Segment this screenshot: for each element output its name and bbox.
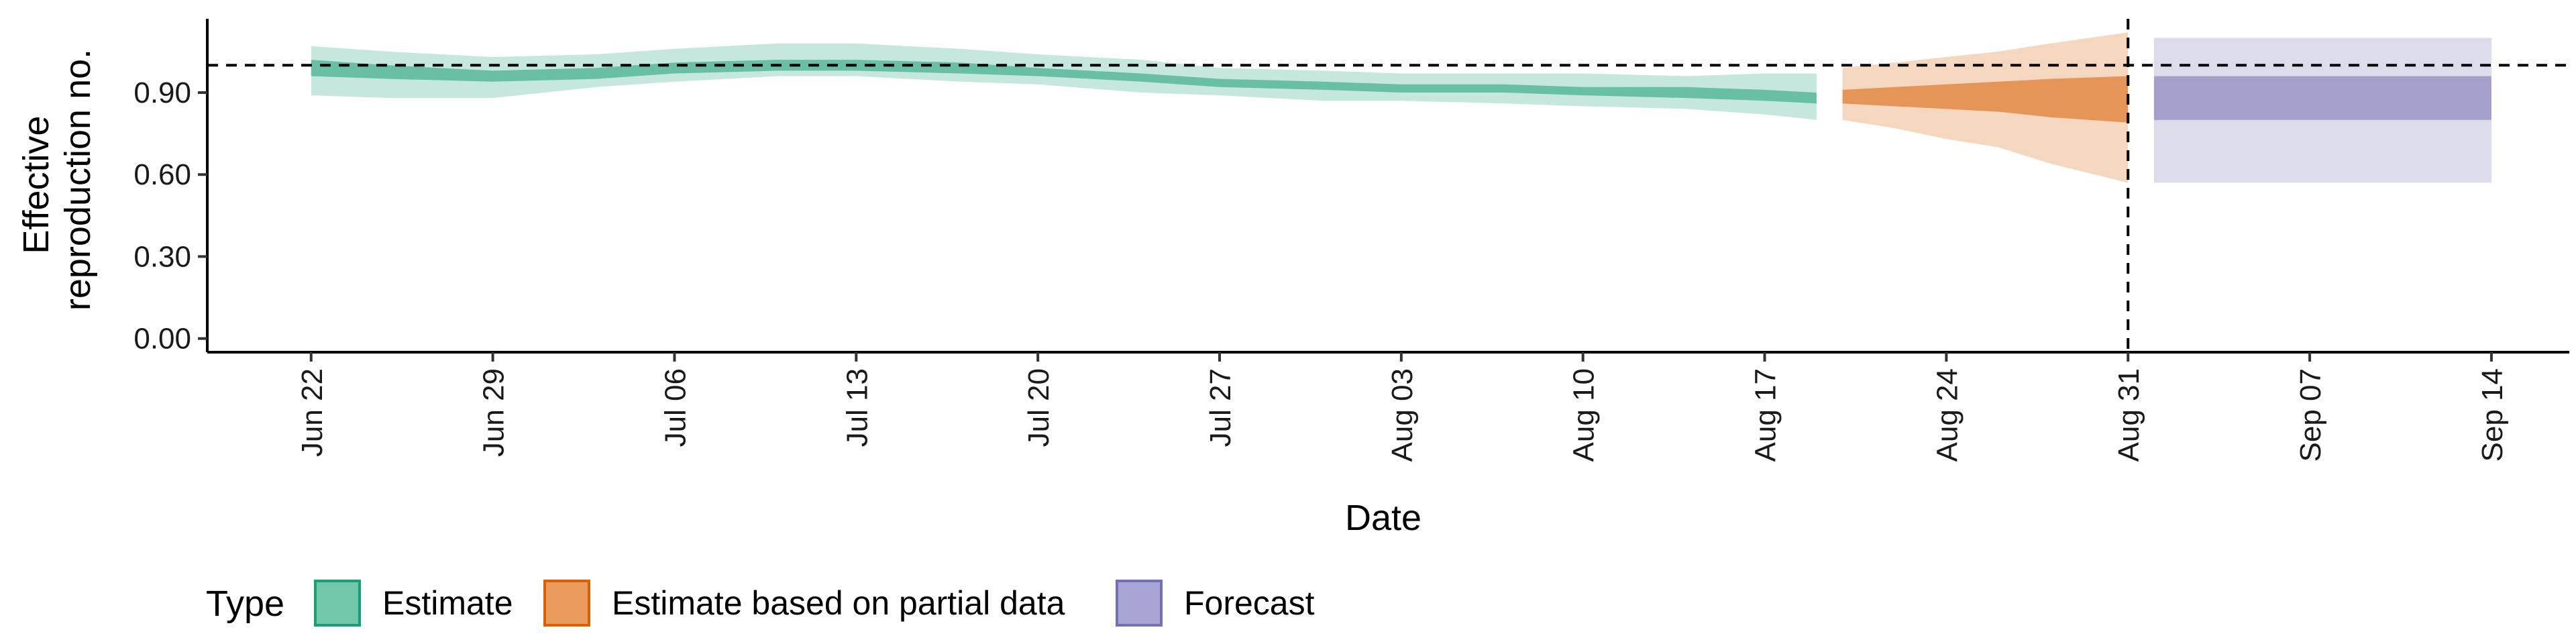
legend-label-estimate: Estimate <box>382 584 513 622</box>
legend-label-estimate-based-on-partial-data: Estimate based on partial data <box>612 584 1065 622</box>
legend-label-forecast: Forecast <box>1184 584 1315 622</box>
estimate-90-band <box>311 43 1817 120</box>
x-axis-title: Date <box>1345 498 1421 538</box>
y-tick-label: 0.60 <box>133 158 191 191</box>
x-tick-label: Jul 13 <box>841 368 873 447</box>
y-axis-ticks: 0.00 0.30 0.60 0.90 <box>133 76 207 356</box>
x-tick-label: Jun 29 <box>478 368 511 457</box>
x-tick-label: Jul 06 <box>659 368 692 447</box>
forecast-50-band <box>2153 76 2491 120</box>
x-axis-ticks: Jun 22 Jun 29 Jul 06 Jul 13 Jul 20 Jul 27 Aug … <box>296 352 2509 462</box>
x-tick-label: Jul 20 <box>1022 368 1055 447</box>
estimate-50-band <box>311 60 1817 104</box>
legend-key-forecast <box>1116 580 1163 627</box>
x-tick-label: Aug 31 <box>2112 368 2145 462</box>
y-axis-title-line-1: Effective <box>16 115 56 254</box>
x-tick-label: Jul 27 <box>1204 368 1237 447</box>
x-tick-label: Sep 14 <box>2476 368 2509 462</box>
y-tick-label: 0.90 <box>133 76 191 109</box>
x-tick-label: Aug 10 <box>1568 368 1601 462</box>
x-tick-label: Aug 17 <box>1750 368 1782 462</box>
x-tick-label: Aug 03 <box>1386 368 1419 462</box>
y-axis-title: Effective reproduction no. <box>16 49 98 311</box>
legend-key-estimate-based-on-partial-data <box>543 580 590 627</box>
interval-bands <box>311 32 2491 183</box>
legend: Type Estimate Estimate based on partial d… <box>206 580 1315 627</box>
y-axis-title-line-2: reproduction no. <box>58 49 98 311</box>
x-tick-label: Sep 07 <box>2294 368 2327 462</box>
legend-key-estimate <box>314 580 361 627</box>
x-tick-label: Jun 22 <box>296 368 329 457</box>
y-tick-label: 0.30 <box>133 240 191 273</box>
x-tick-label: Aug 24 <box>1931 368 1964 462</box>
y-tick-label: 0.00 <box>133 323 191 356</box>
axes <box>206 19 2569 354</box>
estimate-based-on-partial-data-50-band <box>1842 76 2129 123</box>
legend-title: Type <box>206 584 284 624</box>
